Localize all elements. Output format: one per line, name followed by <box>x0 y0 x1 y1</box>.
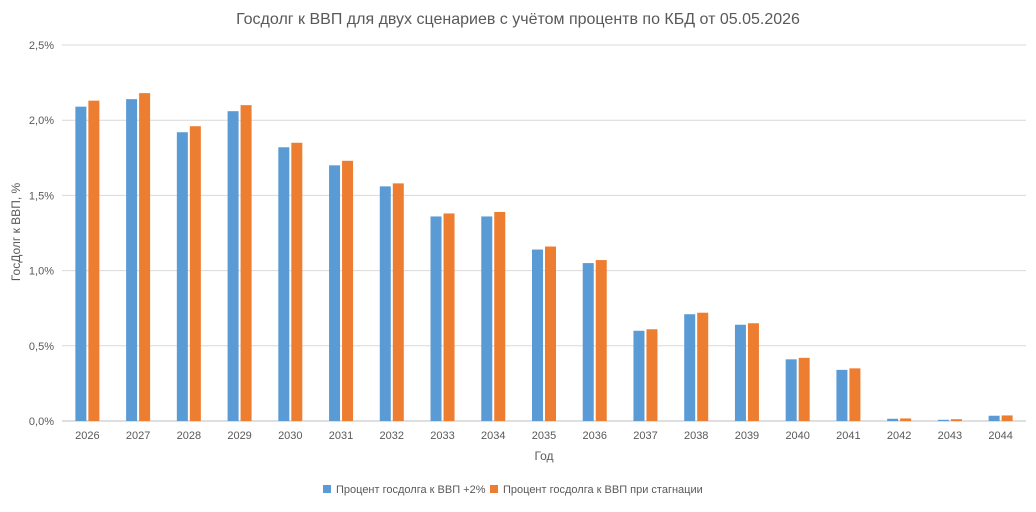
bar-stagnation-2037 <box>646 329 658 421</box>
bar-growth-2040 <box>785 359 797 421</box>
bar-stagnation-2035 <box>545 246 556 421</box>
gridlines <box>62 44 1026 422</box>
x-tick-label: 2029 <box>227 430 251 442</box>
bar-stagnation-2028 <box>189 126 201 421</box>
legend-swatch <box>490 485 498 493</box>
y-tick-label: 1,5% <box>29 190 54 202</box>
y-tick-label: 2,5% <box>29 40 54 52</box>
bar-growth-2032 <box>379 186 391 421</box>
y-tick-labels: 0,0% 0,5% 1,0% 1,5% 2,0% 2,5% <box>29 40 54 428</box>
bar-stagnation-2029 <box>240 105 252 421</box>
bars <box>75 93 1013 422</box>
legend: Процент госдолга к ВВП +2% Процент госдол… <box>323 484 703 496</box>
x-tick-label: 2030 <box>278 430 302 442</box>
bar-stagnation-2034 <box>494 211 506 421</box>
x-tick-label: 2036 <box>582 430 606 442</box>
x-tick-label: 2039 <box>735 430 759 442</box>
bar-growth-2027 <box>126 99 138 422</box>
bar-growth-2030 <box>278 147 290 421</box>
x-tick-label: 2033 <box>430 430 454 442</box>
bar-stagnation-2038 <box>697 312 709 421</box>
x-tick-label: 2028 <box>177 430 201 442</box>
bar-growth-2037 <box>633 330 645 421</box>
bar-stagnation-2031 <box>342 160 354 422</box>
bar-stagnation-2043 <box>950 419 962 421</box>
bar-growth-2035 <box>532 249 543 421</box>
bar-growth-2028 <box>176 132 188 421</box>
bar-growth-2038 <box>684 314 696 421</box>
bar-stagnation-2027 <box>139 93 151 422</box>
bar-growth-2031 <box>329 165 341 421</box>
x-tick-label: 2034 <box>481 430 505 442</box>
y-axis-label: ГосДолг к ВВП, % <box>9 183 23 282</box>
x-tick-label: 2041 <box>836 430 860 442</box>
bar-stagnation-2030 <box>291 142 303 421</box>
x-tick-label: 2027 <box>126 430 150 442</box>
bar-stagnation-2033 <box>443 213 455 421</box>
bar-growth-2039 <box>734 324 746 421</box>
x-tick-label: 2035 <box>532 430 556 442</box>
bar-growth-2034 <box>481 216 493 421</box>
x-tick-labels: 2026 2027 2028 2029 2030 2031 2032 2033 2034 2035… <box>75 430 1013 442</box>
bar-growth-2033 <box>430 216 442 421</box>
y-tick-label: 0,5% <box>29 341 54 353</box>
bar-growth-2043 <box>937 419 949 421</box>
x-tick-label: 2044 <box>988 430 1012 442</box>
x-tick-label: 2031 <box>329 430 353 442</box>
bar-growth-2044 <box>988 415 1000 421</box>
bar-growth-2036 <box>582 263 594 421</box>
bar-stagnation-2042 <box>900 418 912 421</box>
bar-growth-2029 <box>227 111 239 422</box>
x-tick-label: 2037 <box>633 430 657 442</box>
x-tick-label: 2026 <box>75 430 99 442</box>
y-tick-label: 2,0% <box>29 115 54 127</box>
bar-stagnation-2044 <box>1001 415 1013 421</box>
x-tick-label: 2042 <box>887 430 911 442</box>
y-tick-label: 1,0% <box>29 266 54 278</box>
y-tick-label: 0,0% <box>29 416 54 428</box>
legend-swatch <box>323 485 331 493</box>
x-tick-label: 2043 <box>938 430 962 442</box>
x-tick-label: 2038 <box>684 430 708 442</box>
bar-stagnation-2041 <box>849 368 861 421</box>
x-tick-label: 2040 <box>785 430 809 442</box>
bar-stagnation-2039 <box>747 323 759 421</box>
bar-growth-2026 <box>75 106 87 421</box>
bar-stagnation-2040 <box>798 357 810 421</box>
bar-growth-2041 <box>836 369 848 421</box>
legend-label: Процент госдолга к ВВП при стагнации <box>503 484 703 496</box>
bar-growth-2042 <box>887 418 899 421</box>
bar-stagnation-2026 <box>88 100 100 421</box>
x-tick-label: 2032 <box>380 430 404 442</box>
chart-title: Госдолг к ВВП для двух сценариев с учёто… <box>236 11 800 28</box>
bar-stagnation-2036 <box>595 260 607 421</box>
legend-label: Процент госдолга к ВВП +2% <box>336 484 486 496</box>
x-axis-label: Год <box>534 449 553 463</box>
bar-stagnation-2032 <box>392 183 404 421</box>
